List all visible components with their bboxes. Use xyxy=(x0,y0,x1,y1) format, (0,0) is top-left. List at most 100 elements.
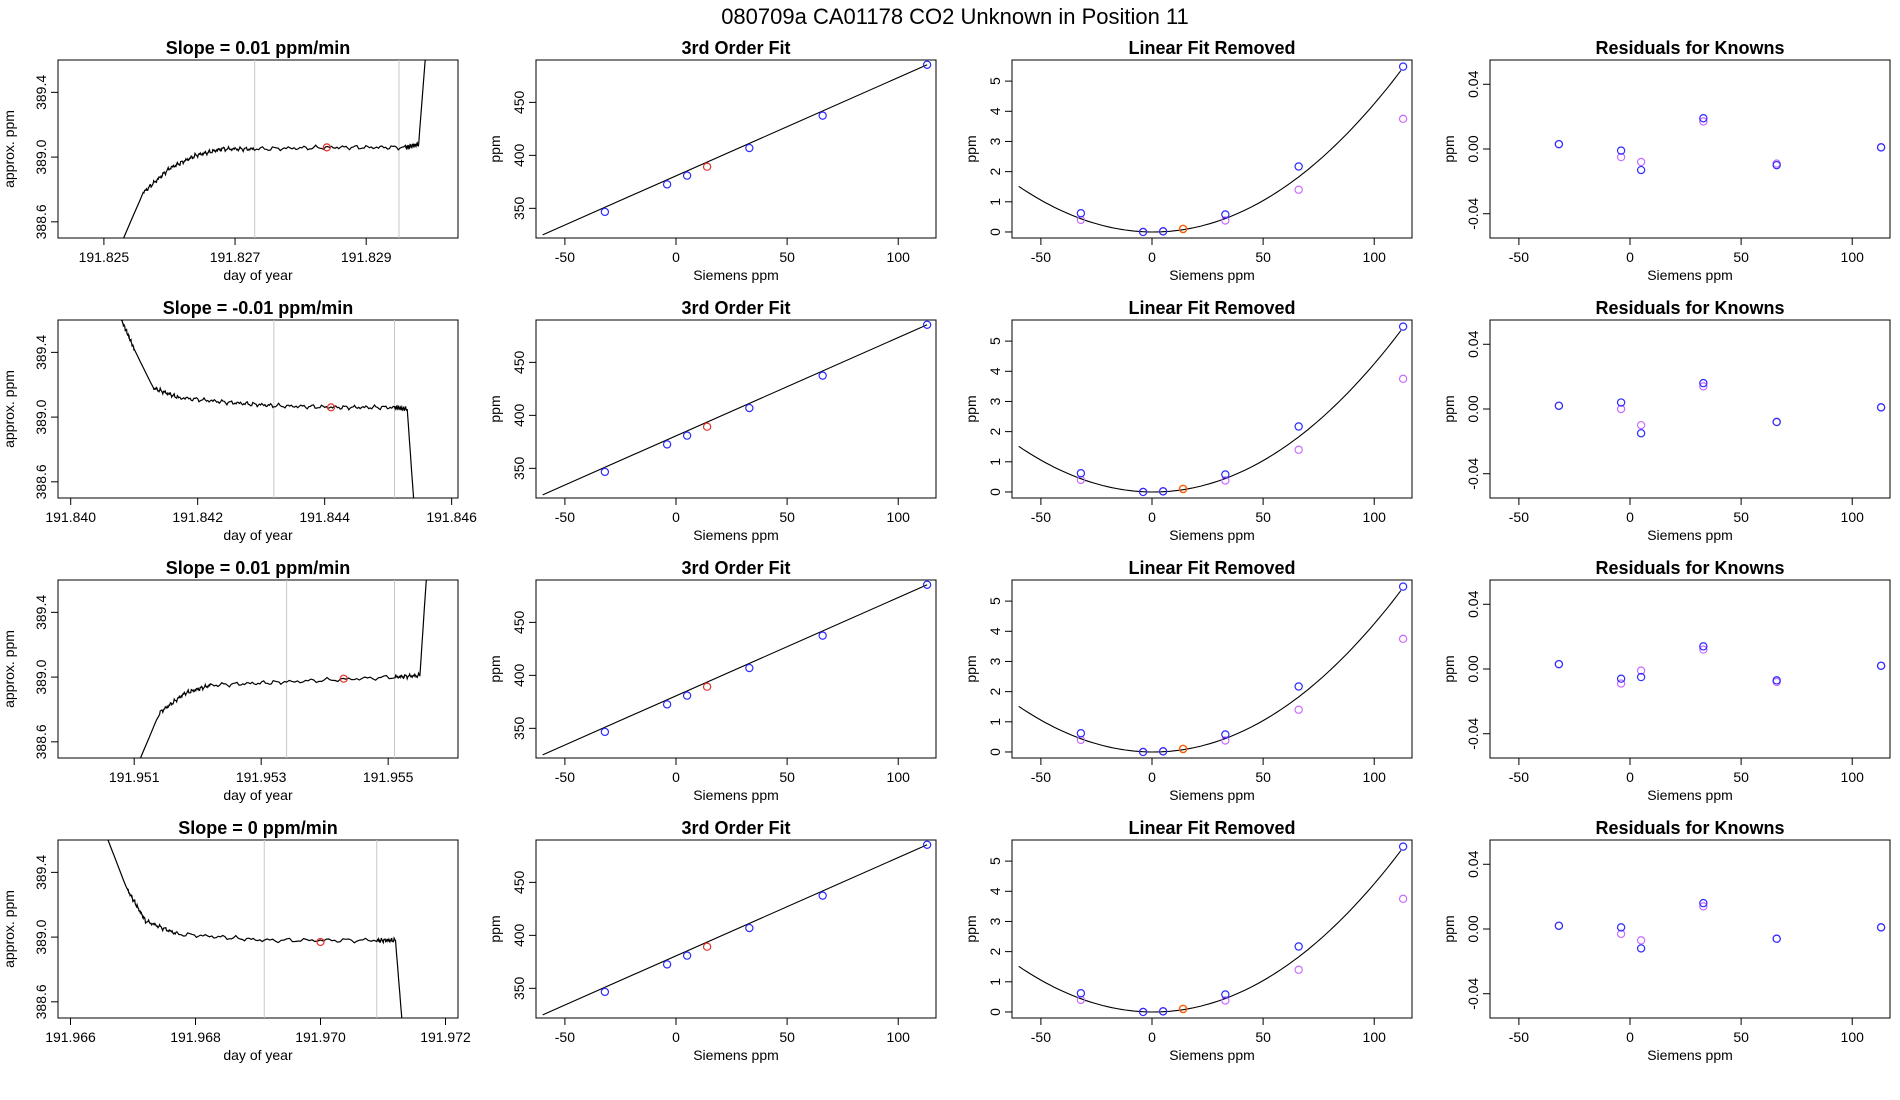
x-tick-label: 191.968 xyxy=(170,1029,221,1045)
x-axis-label: day of year xyxy=(223,787,293,803)
unknown-point xyxy=(702,422,712,431)
y-tick-label: 400 xyxy=(511,663,527,687)
known-point xyxy=(600,727,610,737)
mean-point xyxy=(326,403,336,412)
residual-point xyxy=(1876,143,1886,152)
y-tick-label: 389.4 xyxy=(33,335,49,370)
x-axis-label: Siemens ppm xyxy=(1647,527,1733,543)
y-tick-label: 4 xyxy=(987,887,1003,895)
y-axis-label: ppm xyxy=(487,655,503,682)
x-tick-label: -50 xyxy=(1031,769,1051,785)
x-axis-label: Siemens ppm xyxy=(1169,527,1255,543)
panel-title: Slope = -0.01 ppm/min xyxy=(163,298,354,318)
known-point xyxy=(818,891,827,900)
plot-frame xyxy=(57,319,459,499)
y-tick-label: 388.6 xyxy=(33,464,49,499)
x-axis-label: Siemens ppm xyxy=(693,1047,779,1063)
panel-linear-fit-removed-3: Linear Fit Removed -50 0 50 100 0 1 2 3 4 5 Siemens… xyxy=(963,558,1413,803)
x-tick-label: -50 xyxy=(1509,509,1529,525)
panel-title: 3rd Order Fit xyxy=(681,298,790,318)
plot-frame xyxy=(1011,579,1413,759)
residual-point xyxy=(1699,378,1708,388)
residual-point xyxy=(1616,398,1626,407)
panel-3rd-order-fit-1: 3rd Order Fit -50 0 50 100 350 400 450 Siemens p… xyxy=(487,38,937,283)
residual-alt-point xyxy=(1636,666,1646,675)
x-tick-label: 50 xyxy=(779,249,795,265)
x-tick-label: 0 xyxy=(1148,509,1156,525)
fit-curve xyxy=(1018,590,1402,753)
unknown-point xyxy=(702,682,712,691)
panel-title: Slope = 0 ppm/min xyxy=(178,818,338,838)
x-tick-label: 0 xyxy=(672,509,680,525)
y-tick-label: 3 xyxy=(987,917,1003,925)
y-tick-label: 0.04 xyxy=(1465,590,1481,617)
x-axis-label: Siemens ppm xyxy=(693,527,779,543)
panel-3rd-order-fit-3: 3rd Order Fit -50 0 50 100 350 400 450 Siemens p… xyxy=(487,558,937,803)
plot-frame xyxy=(1489,839,1891,1019)
x-tick-label: -50 xyxy=(1509,1029,1529,1045)
known-point xyxy=(1221,990,1230,999)
y-axis-label: ppm xyxy=(1441,395,1457,422)
plot-frame xyxy=(535,319,937,499)
y-axis-label: ppm xyxy=(487,135,503,162)
known-point xyxy=(1398,322,1408,331)
residual-point xyxy=(1636,672,1646,682)
panel-title: Residuals for Knowns xyxy=(1595,818,1784,838)
unknown-point xyxy=(702,942,712,951)
residual-alt-point xyxy=(1616,679,1626,688)
y-tick-label: 0.00 xyxy=(1465,395,1481,422)
x-axis-label: Siemens ppm xyxy=(1169,267,1255,283)
y-tick-label: 350 xyxy=(511,456,527,480)
y-tick-label: 0 xyxy=(987,748,1003,756)
x-tick-label: 191.842 xyxy=(172,509,223,525)
known-alt-point xyxy=(1398,894,1408,904)
plot-frame xyxy=(535,839,937,1019)
y-tick-label: 0.00 xyxy=(1465,135,1481,162)
x-tick-label: 50 xyxy=(1255,249,1271,265)
x-tick-label: 191.953 xyxy=(236,769,287,785)
y-tick-label: 389.0 xyxy=(33,659,49,694)
y-axis-label: approx. ppm xyxy=(1,630,17,708)
residual-point xyxy=(1772,934,1781,943)
residual-point xyxy=(1636,944,1646,953)
known-point xyxy=(1398,582,1408,591)
panel-residuals-2: Residuals for Knowns -50 0 50 100 -0.04 0.00 0.… xyxy=(1441,298,1891,543)
residual-point xyxy=(1699,114,1708,123)
x-tick-label: 100 xyxy=(1363,769,1387,785)
known-point xyxy=(1158,1007,1168,1016)
x-tick-label: 191.829 xyxy=(341,249,392,265)
y-tick-label: 3 xyxy=(987,137,1003,145)
y-axis-label: ppm xyxy=(963,395,979,422)
y-tick-label: 389.0 xyxy=(33,139,49,174)
panel-title: Linear Fit Removed xyxy=(1128,38,1295,58)
y-tick-label: 389.4 xyxy=(33,595,49,630)
x-tick-label: 191.846 xyxy=(426,509,477,525)
mean-point xyxy=(322,143,331,152)
residual-alt-point xyxy=(1636,157,1646,167)
x-tick-label: 50 xyxy=(779,509,795,525)
x-tick-label: 100 xyxy=(887,769,911,785)
x-tick-label: 100 xyxy=(887,509,911,525)
plot-frame xyxy=(1489,59,1891,239)
known-point xyxy=(1076,469,1086,478)
figure-title: 080709a CA01178 CO2 Unknown in Position … xyxy=(721,4,1189,29)
x-tick-label: 191.825 xyxy=(79,249,130,265)
x-tick-label: 50 xyxy=(1255,509,1271,525)
known-point xyxy=(1221,210,1230,219)
y-tick-label: 4 xyxy=(987,627,1003,635)
plot-frame xyxy=(57,579,459,759)
x-tick-label: 0 xyxy=(672,769,680,785)
known-alt-point xyxy=(1294,705,1303,714)
y-tick-label: 3 xyxy=(987,397,1003,405)
mean-point xyxy=(316,937,325,947)
x-tick-label: 50 xyxy=(779,769,795,785)
known-alt-point xyxy=(1221,216,1230,225)
x-tick-label: -50 xyxy=(555,1029,575,1045)
x-tick-label: 0 xyxy=(1626,769,1634,785)
known-point xyxy=(922,840,932,849)
known-point xyxy=(1221,730,1230,739)
x-axis-label: Siemens ppm xyxy=(1169,1047,1255,1063)
residual-point xyxy=(1876,661,1886,670)
y-tick-label: 400 xyxy=(511,923,527,947)
known-alt-point xyxy=(1294,965,1303,974)
